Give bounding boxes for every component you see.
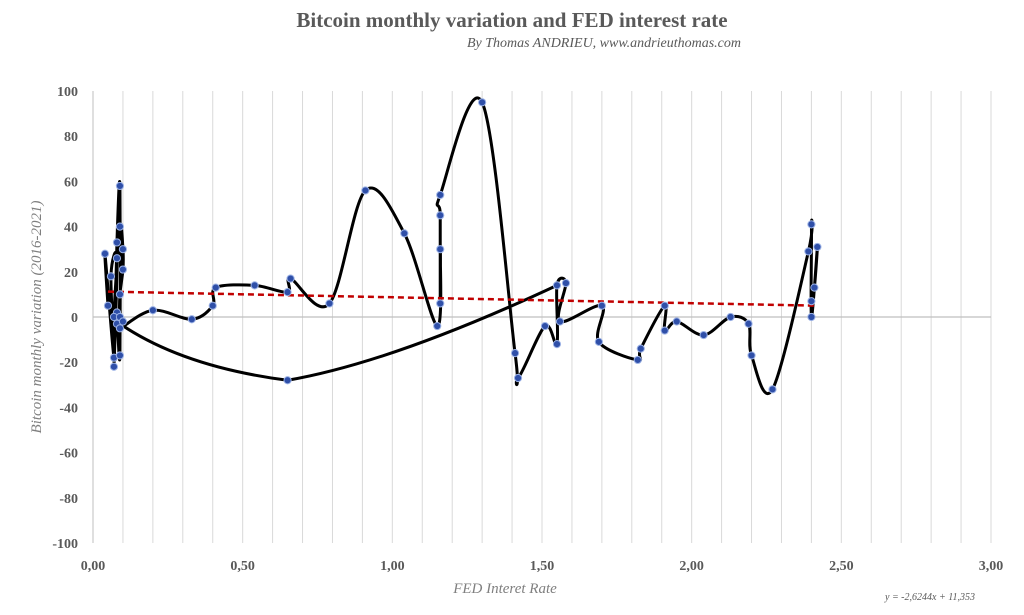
data-point (118, 245, 128, 254)
data-point (112, 238, 122, 247)
data-point (804, 247, 813, 256)
series-line (103, 96, 819, 395)
data-point (555, 317, 565, 326)
data-point (436, 245, 445, 254)
x-tick-label: 1,00 (380, 559, 405, 574)
data-point (106, 272, 116, 281)
y-tick-label: -80 (59, 492, 78, 507)
data-point (148, 306, 157, 315)
data-point (400, 229, 409, 238)
data-point (636, 344, 645, 353)
data-markers (100, 98, 822, 394)
data-point (109, 362, 119, 371)
data-point (561, 279, 571, 288)
data-point (115, 181, 125, 191)
data-point (633, 355, 642, 365)
x-tick-label: 0,50 (230, 559, 255, 574)
data-point (187, 315, 196, 324)
data-point (699, 330, 708, 340)
x-tick-label: 2,00 (679, 559, 704, 574)
data-point (810, 283, 819, 292)
data-point (540, 321, 550, 331)
data-point (807, 220, 816, 229)
data-point (286, 274, 295, 283)
data-point (478, 98, 487, 107)
y-tick-label: 40 (64, 221, 78, 236)
data-point (112, 254, 122, 263)
data-point (747, 351, 756, 360)
data-point (436, 299, 445, 308)
data-point (433, 321, 442, 331)
y-tick-label: 60 (64, 175, 78, 190)
data-point (361, 186, 370, 195)
x-tick-label: 3,00 (979, 559, 1004, 574)
x-tick-label: 1,50 (530, 559, 555, 574)
tick-labels: 0,00 0,50 1,00 1,50 2,00 2,50 3,00 100 80 60 40 20 0… (52, 85, 1003, 574)
y-tick-label: -60 (59, 447, 78, 462)
x-tick-label: 0,00 (81, 559, 106, 574)
data-point (118, 265, 128, 274)
data-point (283, 376, 292, 385)
data-point (552, 340, 562, 349)
data-point (660, 326, 669, 335)
chart-subtitle: By Thomas ANDRIEU, www.andrieuthomas.com (466, 36, 741, 51)
data-point (436, 190, 445, 200)
data-point (250, 281, 259, 290)
y-tick-label: -20 (59, 356, 78, 371)
data-point (211, 283, 220, 292)
data-point (115, 222, 125, 231)
data-point (325, 299, 334, 308)
data-point (597, 301, 606, 310)
data-point (594, 337, 603, 346)
data-point (510, 349, 520, 358)
data-point (813, 242, 822, 252)
data-point (118, 317, 128, 326)
data-point (660, 301, 669, 310)
trendline-line (107, 290, 818, 307)
data-point (100, 249, 110, 258)
y-tick-label: 80 (64, 130, 78, 145)
y-tick-label: 0 (71, 311, 78, 326)
data-point (103, 301, 113, 310)
trendline (107, 290, 818, 307)
y-tick-label: 20 (64, 266, 78, 281)
axes (92, 91, 991, 543)
data-point (436, 211, 445, 220)
x-axis-label: FED Interet Rate (452, 581, 557, 597)
data-point (768, 385, 777, 394)
y-tick-label: -100 (52, 537, 78, 552)
data-point (208, 301, 217, 310)
data-point (283, 288, 292, 297)
trendline-equation: y = -2,6244x + 11,353 (885, 592, 975, 603)
y-tick-label: 100 (57, 85, 78, 100)
data-point (672, 317, 681, 326)
y-axis-label: Bitcoin monthly variation (2016-2021) (29, 201, 45, 434)
data-point (115, 324, 125, 333)
chart-title: Bitcoin monthly variation and FED intere… (296, 8, 728, 32)
data-point (744, 319, 753, 328)
data-point (115, 290, 125, 299)
data-series (103, 96, 819, 395)
data-point (115, 351, 125, 360)
data-point (807, 312, 816, 322)
data-point (807, 297, 816, 306)
data-point (726, 312, 735, 322)
data-point (513, 373, 523, 383)
x-tick-label: 2,50 (829, 559, 854, 574)
data-point (552, 281, 562, 290)
y-tick-label: -40 (59, 401, 78, 416)
